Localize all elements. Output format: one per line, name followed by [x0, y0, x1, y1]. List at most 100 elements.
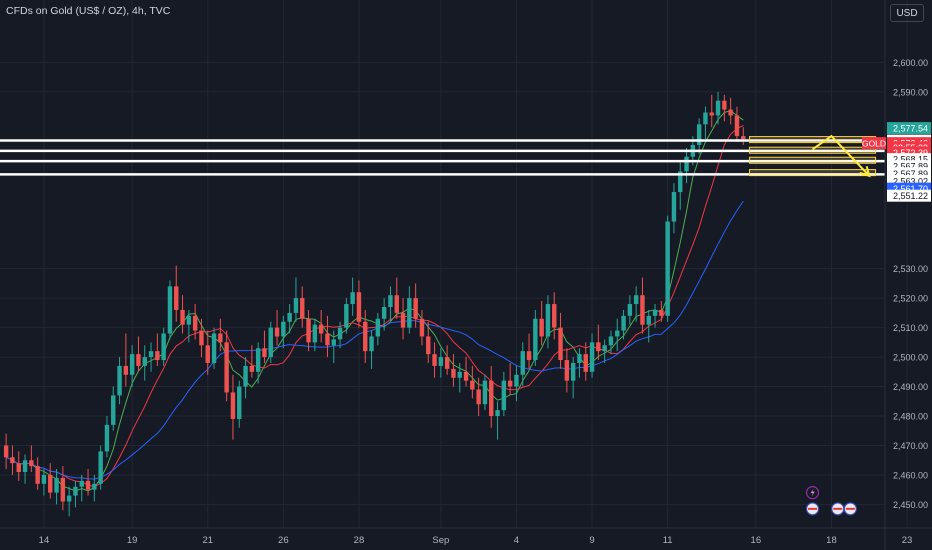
candles [3, 91, 746, 517]
candle-body [243, 365, 248, 387]
candle-body [224, 342, 229, 393]
candle-body [375, 318, 381, 337]
x-tick-label: 28 [354, 535, 365, 546]
candle-body [123, 365, 129, 375]
candle-body [438, 357, 444, 366]
candle-body [281, 321, 286, 337]
candle-body [463, 371, 469, 381]
ma-slow-line [5, 200, 744, 480]
candle-body [48, 474, 53, 493]
price-label: 2,577.54 [893, 124, 928, 134]
candle-body [142, 357, 147, 366]
y-tick-label: 2,450.00 [893, 500, 928, 510]
candle-body [665, 221, 670, 316]
candle-body [596, 342, 601, 352]
candle-body [545, 304, 551, 337]
candle-body [633, 295, 639, 305]
candle-body [696, 124, 702, 145]
candle-body [293, 298, 299, 313]
candle-body [363, 321, 368, 352]
candle-body [552, 304, 557, 328]
x-tick-label: 18 [826, 535, 837, 546]
price-label: 2,561.70 [893, 184, 928, 194]
candle-body [167, 286, 173, 334]
candle-body [470, 380, 475, 390]
candle-body [621, 315, 626, 331]
candle-body [16, 463, 21, 473]
candle-body [589, 342, 595, 372]
y-tick-label: 2,520.00 [893, 294, 928, 304]
candle-body [659, 309, 664, 316]
y-tick-label: 2,530.00 [893, 264, 928, 274]
candle-body [73, 486, 78, 496]
candle-body [192, 315, 198, 331]
level-zone [749, 156, 877, 164]
currency-button[interactable]: USD [890, 4, 924, 22]
candle-body [79, 480, 84, 487]
price-label: 2,567.89 [893, 169, 928, 179]
event-icons [805, 486, 857, 516]
price-label: 2,567.89 [893, 162, 928, 172]
candle-body [507, 380, 513, 387]
candle-body [526, 351, 532, 361]
candle-body [419, 318, 425, 337]
projection-arrow-line [811, 134, 870, 177]
time-axis[interactable]: 14 19 21 26 28 Sep 4 9 11 16 18 23 [0, 527, 932, 546]
candle-body [337, 327, 343, 340]
candle-body [728, 109, 733, 116]
candle-body [300, 298, 305, 319]
price-label: 2,568.15 [893, 155, 928, 165]
candle-body [104, 424, 110, 452]
candle-body [136, 354, 141, 366]
candle-body [41, 474, 47, 484]
candle-body [29, 460, 34, 467]
candle-body [400, 312, 406, 328]
candle-body [715, 100, 721, 116]
candle-body [734, 115, 740, 137]
candle-body [186, 315, 192, 325]
price-label-box [887, 189, 931, 202]
candle-body [514, 374, 519, 387]
candle-body [432, 354, 437, 366]
candle-body [407, 298, 412, 328]
candle-body [3, 445, 9, 458]
candle-body [174, 286, 179, 310]
candle-body [741, 136, 746, 140]
candle-body [344, 304, 349, 328]
candle-body [255, 348, 261, 372]
candle-body [318, 324, 324, 334]
candle-body [570, 362, 576, 381]
chart-title: CFDs on Gold (US$ / OZ), 4h, TVC [6, 5, 171, 17]
candle-body [356, 292, 362, 322]
candle-body [117, 365, 122, 396]
candle-body [262, 348, 267, 358]
price-axis[interactable]: 2,450.00 2,460.00 2,470.00 2,480.00 2,490.00… [862, 0, 931, 550]
candle-body [684, 156, 689, 172]
candle-body [646, 315, 651, 325]
candle-body [98, 451, 103, 484]
candle-body [199, 330, 204, 346]
x-tick-label: 21 [202, 535, 213, 546]
x-tick-label: 23 [902, 535, 913, 546]
candle-body [608, 336, 614, 346]
price-label-box [887, 122, 931, 135]
x-tick-label: 14 [39, 535, 50, 546]
horizontal-levels [0, 139, 885, 176]
candle-body [35, 466, 40, 484]
candle-body [678, 171, 683, 193]
candle-body [394, 295, 399, 313]
candle-body [287, 312, 292, 322]
candle-body [54, 477, 59, 493]
candle-body [205, 345, 210, 363]
x-tick-label: 26 [278, 535, 289, 546]
candle-body [482, 380, 488, 405]
x-tick-label: 16 [751, 535, 762, 546]
candle-body [10, 457, 15, 464]
candle-body [111, 395, 116, 425]
level-zone [749, 169, 877, 177]
candle-body [66, 495, 72, 502]
y-tick-label: 2,510.00 [893, 323, 928, 333]
candle-body [230, 392, 236, 419]
